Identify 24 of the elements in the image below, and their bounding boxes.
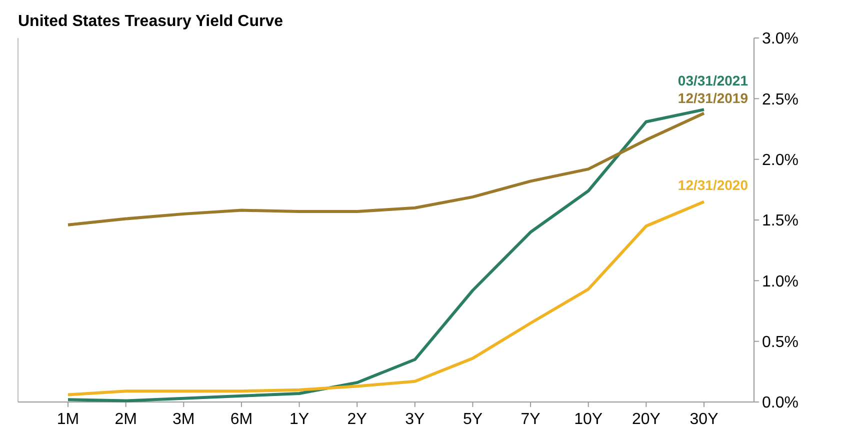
- series-label: 12/31/2019: [678, 90, 748, 106]
- y-tick-label: 0.0%: [762, 394, 798, 412]
- series-label: 12/31/2020: [678, 176, 748, 193]
- y-tick-label: 0.5%: [762, 334, 798, 351]
- x-tick-label: 3Y: [405, 411, 426, 428]
- x-tick-label: 2M: [114, 411, 137, 428]
- x-tick-label: 2Y: [347, 411, 368, 428]
- x-tick-label: 5Y: [462, 411, 483, 428]
- y-tick-label: 1.0%: [762, 273, 798, 290]
- x-tick-label: 20Y: [632, 411, 661, 428]
- y-tick-label: 1.5%: [762, 212, 798, 230]
- y-tick-label: 2.0%: [762, 152, 798, 169]
- x-tick-label: 1M: [56, 411, 80, 428]
- series-label: 03/31/2021: [678, 72, 748, 89]
- x-tick-label: 7Y: [520, 411, 541, 428]
- x-tick-label: 6M: [230, 411, 253, 428]
- x-tick-label: 30Y: [690, 411, 719, 428]
- x-tick-label: 3M: [172, 411, 195, 428]
- x-tick-label: 1Y: [289, 411, 310, 428]
- y-tick-label: 3.0%: [762, 30, 798, 48]
- y-tick-label: 2.5%: [762, 91, 798, 108]
- chart-title: United States Treasury Yield Curve: [18, 13, 284, 30]
- line-series: [66, 200, 706, 396]
- x-tick-label: 10Y: [574, 411, 603, 428]
